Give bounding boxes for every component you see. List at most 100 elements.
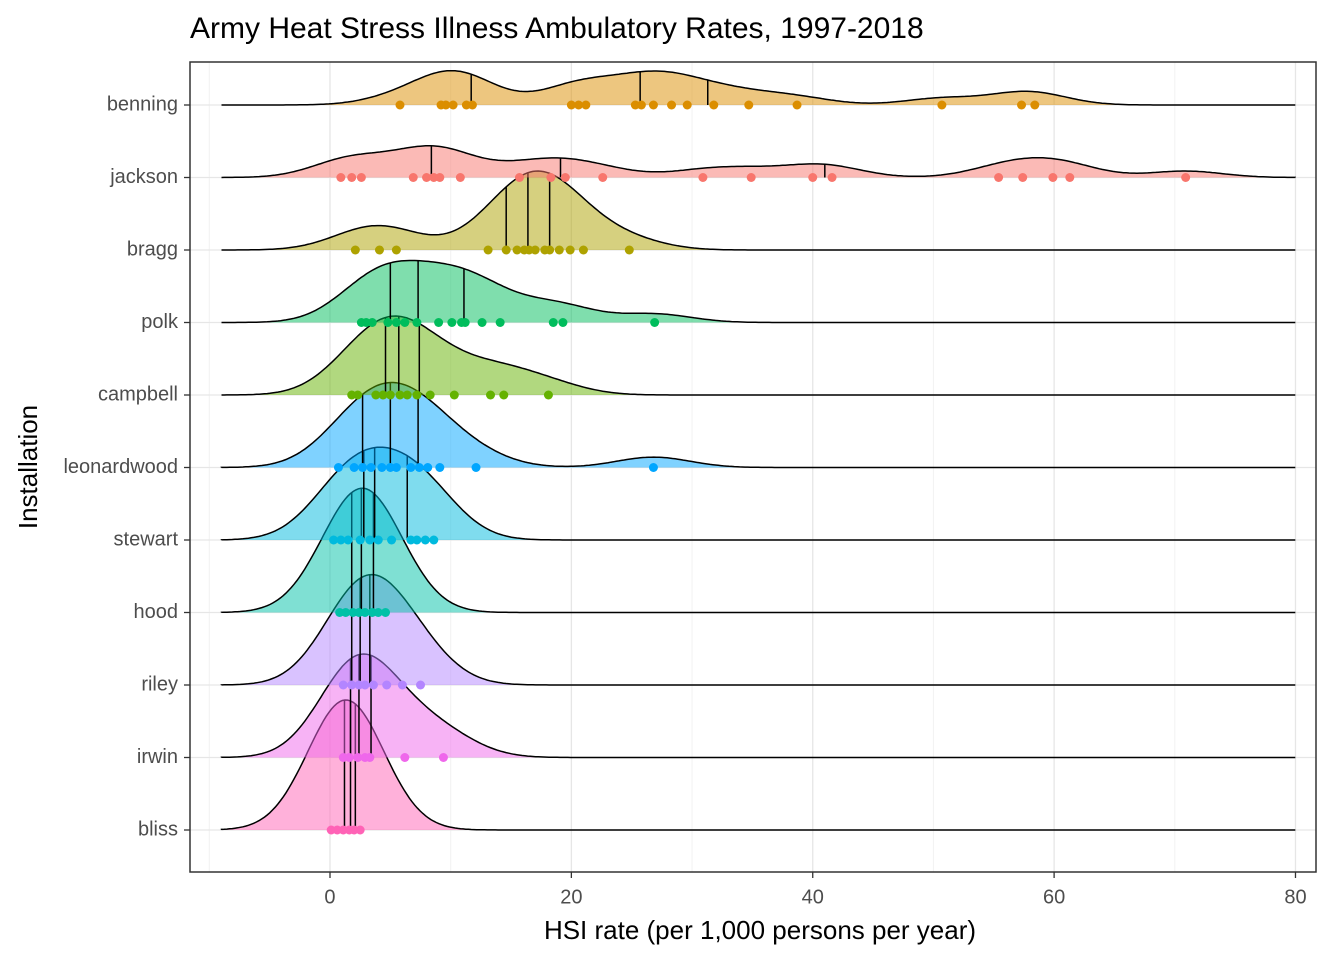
data-point bbox=[368, 680, 378, 690]
data-point bbox=[455, 173, 465, 182]
data-point bbox=[365, 753, 375, 762]
data-point bbox=[447, 318, 457, 327]
data-point bbox=[514, 173, 524, 182]
density-line bbox=[221, 259, 1296, 324]
x-tick-label: 80 bbox=[1284, 886, 1306, 908]
data-point bbox=[412, 390, 422, 400]
ridge bbox=[221, 170, 1296, 255]
data-point bbox=[353, 390, 363, 400]
data-point bbox=[495, 318, 505, 327]
data-point bbox=[395, 100, 405, 110]
data-point bbox=[543, 390, 553, 400]
data-point bbox=[400, 318, 410, 327]
data-point bbox=[449, 390, 459, 400]
data-point bbox=[353, 753, 363, 762]
data-point bbox=[336, 535, 346, 545]
density-line bbox=[221, 170, 1296, 251]
data-point bbox=[546, 173, 556, 182]
data-point bbox=[1181, 173, 1191, 182]
y-tick-label: jackson bbox=[109, 166, 178, 188]
data-point bbox=[371, 390, 381, 400]
y-tick-label: benning bbox=[107, 93, 178, 115]
data-point bbox=[412, 318, 422, 327]
data-point bbox=[358, 463, 368, 472]
chart-title: Army Heat Stress Illness Ambulatory Rate… bbox=[190, 12, 924, 45]
data-point bbox=[648, 463, 658, 472]
density-line bbox=[221, 69, 1296, 106]
data-point bbox=[366, 463, 376, 472]
data-point bbox=[483, 245, 493, 255]
data-point bbox=[827, 173, 837, 182]
data-point bbox=[512, 245, 522, 255]
data-point bbox=[471, 463, 481, 472]
data-point bbox=[341, 608, 351, 617]
data-point bbox=[598, 173, 608, 182]
data-point bbox=[344, 753, 354, 762]
data-point bbox=[648, 100, 658, 110]
data-point bbox=[349, 463, 359, 472]
data-point bbox=[744, 100, 754, 110]
data-point bbox=[438, 753, 448, 762]
ridge bbox=[221, 69, 1296, 110]
data-point bbox=[460, 318, 470, 327]
data-point bbox=[530, 245, 540, 255]
y-tick-label: stewart bbox=[114, 528, 179, 550]
data-point bbox=[412, 535, 422, 545]
data-point bbox=[391, 245, 401, 255]
density-line bbox=[220, 699, 1296, 831]
data-point bbox=[937, 100, 947, 110]
data-point bbox=[395, 390, 405, 400]
data-point bbox=[400, 753, 410, 762]
data-point bbox=[387, 535, 397, 545]
ridge bbox=[221, 259, 1296, 327]
data-point bbox=[365, 535, 375, 545]
data-point bbox=[397, 680, 407, 690]
data-point bbox=[383, 318, 393, 327]
ridge bbox=[221, 315, 1296, 400]
data-point bbox=[402, 390, 412, 400]
data-point bbox=[650, 318, 660, 327]
x-tick-label: 60 bbox=[1043, 886, 1065, 908]
data-point bbox=[448, 100, 458, 110]
data-point bbox=[565, 245, 575, 255]
data-point bbox=[560, 173, 570, 182]
data-point bbox=[350, 245, 360, 255]
data-point bbox=[574, 100, 584, 110]
data-point bbox=[698, 173, 708, 182]
y-tick-label: polk bbox=[141, 311, 179, 333]
y-tick-label: bliss bbox=[138, 818, 178, 840]
density-area bbox=[221, 70, 1296, 105]
data-point bbox=[467, 100, 477, 110]
data-point bbox=[367, 318, 377, 327]
density-line bbox=[221, 145, 1297, 179]
data-point bbox=[1018, 173, 1028, 182]
data-point bbox=[667, 100, 677, 110]
data-point bbox=[378, 390, 388, 400]
data-point bbox=[994, 173, 1004, 182]
data-point bbox=[416, 680, 426, 690]
data-point bbox=[343, 535, 353, 545]
data-point bbox=[347, 173, 357, 182]
data-point bbox=[682, 100, 692, 110]
y-tick-label: riley bbox=[141, 673, 178, 695]
data-point bbox=[434, 318, 444, 327]
data-point bbox=[746, 173, 756, 182]
data-point bbox=[429, 535, 439, 545]
data-point bbox=[329, 535, 339, 545]
data-point bbox=[624, 245, 634, 255]
data-point bbox=[1065, 173, 1075, 182]
data-point bbox=[792, 100, 802, 110]
density-area bbox=[221, 382, 1296, 468]
data-point bbox=[1048, 173, 1058, 182]
data-point bbox=[373, 535, 383, 545]
data-point bbox=[382, 680, 392, 690]
data-point bbox=[441, 100, 451, 110]
density-area bbox=[221, 171, 1296, 250]
y-tick-label: irwin bbox=[137, 746, 178, 768]
density-area bbox=[221, 145, 1296, 178]
data-point bbox=[377, 463, 387, 472]
data-point bbox=[808, 173, 818, 182]
y-axis-title: Installation bbox=[13, 405, 43, 529]
data-point bbox=[355, 825, 365, 835]
